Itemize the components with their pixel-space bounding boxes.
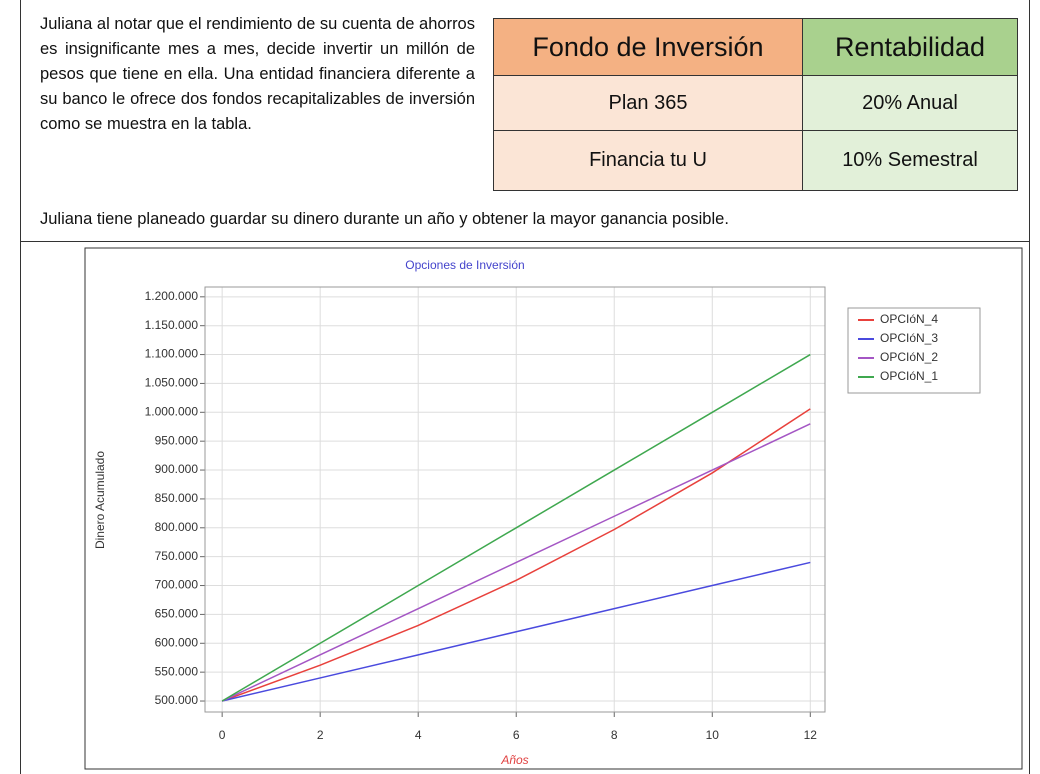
x-tick-label: 12 <box>804 728 818 742</box>
line <box>221 408 811 702</box>
x-tick-label: 0 <box>219 728 226 742</box>
cell: Financia tu U <box>493 130 803 191</box>
paragraph: Juliana al notar que el rendimiento de s… <box>40 15 475 133</box>
plot-area <box>204 286 826 713</box>
y-tick-label: 1.050.000 <box>145 376 199 390</box>
x-tick-label: 6 <box>513 728 520 742</box>
legend <box>847 307 981 394</box>
chart-title: Opciones de Inversión <box>405 258 524 272</box>
cell: 10% Semestral <box>802 130 1018 191</box>
line <box>221 423 811 702</box>
y-tick-label: 1.150.000 <box>145 318 199 332</box>
y-tick-label: 800.000 <box>155 520 199 534</box>
y-tick-label: 1.200.000 <box>145 289 199 303</box>
legend-label: OPCIóN_2 <box>880 350 938 364</box>
line <box>221 561 811 702</box>
frame <box>20 0 1030 774</box>
legend-label: OPCIóN_1 <box>880 369 938 383</box>
y-tick-label: 1.100.000 <box>145 347 199 361</box>
line <box>221 353 811 702</box>
x-tick-label: 2 <box>317 728 324 742</box>
table: Fondo de Inversión Rentabilidad Plan 365 2… <box>493 18 1018 191</box>
y-tick-label: 550.000 <box>155 664 199 678</box>
x-tick-label: 8 <box>611 728 618 742</box>
y-tick-label: 950.000 <box>155 433 199 447</box>
y-tick-label: 850.000 <box>155 491 199 505</box>
header-cell: Rentabilidad <box>802 18 1018 76</box>
x-tick-label: 10 <box>706 728 720 742</box>
y-tick-label: 750.000 <box>155 549 199 563</box>
legend-label: OPCIóN_4 <box>880 312 938 326</box>
x-axis-label: Años <box>500 753 528 767</box>
y-tick-label: 600.000 <box>155 635 199 649</box>
cell: Plan 365 <box>493 75 803 131</box>
y-tick-label: 700.000 <box>155 578 199 592</box>
cell: 20% Anual <box>802 75 1018 131</box>
y-tick-label: 500.000 <box>155 693 199 707</box>
y-tick-label: 900.000 <box>155 462 199 476</box>
y-tick-label: 650.000 <box>155 607 199 621</box>
y-axis-label: Dinero Acumulado <box>93 451 107 549</box>
y-tick-label: 1.000.000 <box>145 404 199 418</box>
legend-label: OPCIóN_3 <box>880 331 938 345</box>
sentence: Juliana tiene planeado guardar su dinero… <box>40 210 729 228</box>
x-tick-label: 4 <box>415 728 422 742</box>
divider <box>20 241 1030 242</box>
